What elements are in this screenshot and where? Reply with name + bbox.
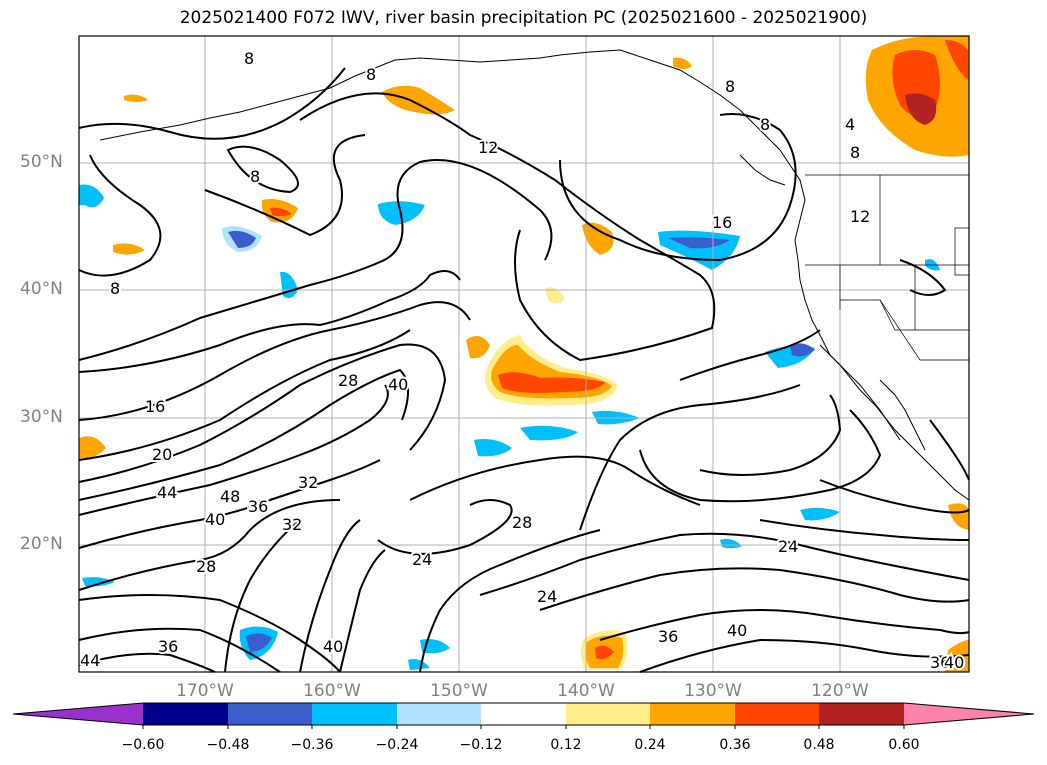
- longitude-label: 150°W: [430, 681, 488, 701]
- contour-label: 24: [412, 550, 432, 569]
- cool-anomaly: [520, 425, 578, 441]
- contour-label: 36: [930, 653, 950, 672]
- longitude-label: 160°W: [303, 681, 361, 701]
- contour-label: 40: [205, 510, 225, 529]
- warm-anomaly: [595, 645, 614, 660]
- longitude-label: 130°W: [684, 681, 742, 701]
- colorbar-tick-label: 0.24: [634, 737, 666, 753]
- warm-anomaly: [545, 287, 565, 304]
- cool-anomaly: [79, 184, 104, 208]
- cool-anomaly: [720, 538, 742, 549]
- contour-label: 28: [338, 371, 358, 390]
- longitude-label: 120°W: [811, 681, 869, 701]
- contour-label: 36: [158, 637, 178, 656]
- contour-label: 28: [196, 557, 216, 576]
- graticule: [79, 36, 969, 672]
- contour-label: 44: [157, 483, 177, 502]
- colorbar-segment: [650, 703, 735, 725]
- contour-label: 24: [537, 587, 557, 606]
- colorbar-segment: [566, 703, 650, 725]
- cool-anomaly: [408, 659, 430, 670]
- contour-label: 12: [478, 138, 498, 157]
- contour-label: 4: [845, 115, 855, 134]
- contour-label: 8: [760, 115, 770, 134]
- contour-label: 36: [248, 497, 268, 516]
- contour-label: 8: [850, 143, 860, 162]
- latitude-label: 30°N: [20, 407, 63, 427]
- contour-label: 36: [658, 627, 678, 646]
- warm-anomaly: [270, 207, 292, 217]
- colorbar-tick-label: −0.12: [459, 737, 503, 753]
- colorbar-segment: [735, 703, 819, 725]
- contour-label: 40: [388, 375, 408, 394]
- cool-anomaly: [228, 230, 256, 248]
- contour-label: 8: [366, 65, 376, 84]
- warm-anomaly: [905, 93, 937, 125]
- longitude-label: 170°W: [176, 681, 234, 701]
- colorbar-tick-label: 0.60: [888, 737, 920, 753]
- warm-anomaly: [948, 503, 969, 530]
- contour-label: 8: [725, 77, 735, 96]
- warm-anomaly: [124, 94, 148, 102]
- contour-label-group: 8 8 8 8 8 8 4 8 12 12 16 16 20 28 40 44 …: [78, 47, 966, 674]
- iwv-contours: [78, 67, 970, 673]
- latitude-label: 50°N: [20, 152, 63, 172]
- warm-anomaly: [79, 436, 106, 459]
- contour-label: 40: [323, 637, 343, 656]
- precipitation-shading: [79, 36, 969, 672]
- contour-label: 8: [244, 49, 254, 68]
- colorbar-tick-label: 0.36: [719, 737, 751, 753]
- contour-label: 44: [80, 651, 100, 670]
- colorbar-tick-label: −0.48: [206, 737, 250, 753]
- colorbar-segment: [228, 703, 312, 725]
- contour-label: 12: [850, 207, 870, 226]
- warm-anomaly: [113, 243, 145, 255]
- colorbar-segment: [397, 703, 481, 725]
- colorbar-segment: [819, 703, 904, 725]
- colorbar-segment: [143, 703, 228, 725]
- cool-anomaly: [82, 577, 115, 587]
- cool-anomaly: [790, 343, 815, 357]
- contour-label: 8: [110, 279, 120, 298]
- colorbar-segment: [481, 703, 566, 725]
- contour-label: 28: [512, 513, 532, 532]
- contour-label: 32: [298, 473, 318, 492]
- contour-label: 24: [778, 537, 798, 556]
- colorbar-extend-high: [904, 703, 1034, 725]
- colorbar-segment: [312, 703, 397, 725]
- cool-anomaly: [800, 507, 840, 521]
- warm-anomaly: [466, 336, 490, 359]
- warm-anomaly: [582, 222, 614, 255]
- cool-anomaly: [280, 271, 298, 298]
- warm-anomaly: [382, 85, 455, 115]
- contour-label: 20: [152, 445, 172, 464]
- warm-anomaly: [498, 372, 605, 393]
- contour-label: 48: [220, 487, 240, 506]
- contour-label: 40: [727, 621, 747, 640]
- colorbar-tick-label: −0.60: [121, 737, 165, 753]
- warm-anomaly: [673, 57, 692, 69]
- contour-label: 8: [250, 167, 260, 186]
- latitude-label: 40°N: [20, 279, 63, 299]
- cool-anomaly: [474, 439, 512, 457]
- warm-anomaly: [945, 40, 968, 80]
- colorbar-extend-low: [13, 703, 143, 725]
- latitude-label: 20°N: [20, 534, 63, 554]
- colorbar-tick-label: −0.36: [290, 737, 334, 753]
- longitude-label: 140°W: [557, 681, 615, 701]
- colorbar-tick-label: 0.48: [803, 737, 835, 753]
- colorbar-tick-label: −0.24: [375, 737, 419, 753]
- cool-anomaly: [246, 633, 272, 652]
- contour-label: 16: [712, 213, 732, 232]
- map-frame: [78, 35, 970, 673]
- contour-label: 16: [145, 397, 165, 416]
- contour-label: 40: [944, 653, 964, 672]
- map-title: 2025021400 F072 IWV, river basin precipi…: [179, 8, 868, 28]
- contour-label: 32: [282, 515, 302, 534]
- cool-anomaly: [668, 237, 730, 249]
- colorbar-tick-label: 0.12: [550, 737, 582, 753]
- colorbar: [12, 702, 1035, 729]
